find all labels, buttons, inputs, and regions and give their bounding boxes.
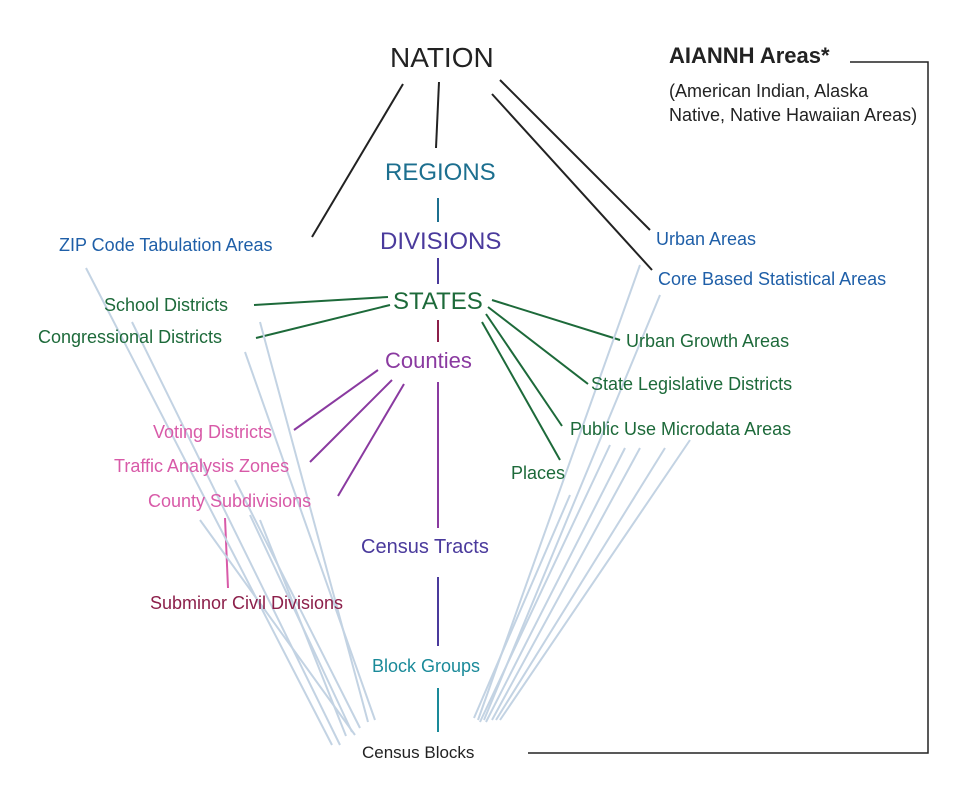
edge-counties-voting: [293, 369, 379, 431]
node-places: Places: [511, 463, 566, 483]
node-aiannh-title: AIANNH Areas*: [669, 43, 830, 68]
node-counties: Counties: [385, 348, 472, 373]
node-urban-growth-areas: Urban Growth Areas: [626, 331, 790, 351]
node-school-districts: School Districts: [104, 295, 229, 315]
edge-nation-cbsa: [491, 93, 653, 271]
node-cbsa: Core Based Statistical Areas: [658, 269, 887, 289]
edge-counties-cousub: [337, 383, 405, 497]
edge-states-places: [481, 321, 561, 461]
counties-connectors: [293, 369, 405, 497]
node-aiannh-note: (American Indian, Alaska Native, Native …: [669, 81, 918, 125]
node-congressional-districts: Congressional Districts: [38, 327, 223, 347]
edge-nation-urban-areas: [499, 79, 651, 231]
node-block-groups: Block Groups: [372, 656, 481, 676]
edge-aiannh-blocks: [528, 61, 929, 754]
edge-counties-taz: [309, 379, 393, 463]
node-traffic-analysis-zones: Traffic Analysis Zones: [114, 456, 290, 476]
node-census-blocks: Census Blocks: [362, 743, 475, 762]
node-puma: Public Use Microdata Areas: [570, 419, 792, 439]
node-state-legislative-districts: State Legislative Districts: [591, 374, 793, 394]
edge-states-puma: [485, 313, 563, 427]
node-county-subdivisions: County Subdivisions: [148, 491, 312, 511]
node-voting-districts: Voting Districts: [153, 422, 273, 442]
block-connectors: [85, 264, 691, 746]
edge-states-congressional: [255, 304, 391, 339]
node-nation: NATION: [390, 42, 494, 73]
nation-connectors: [311, 79, 653, 271]
node-census-tracts: Census Tracts: [361, 536, 489, 558]
node-zcta: ZIP Code Tabulation Areas: [59, 235, 273, 255]
node-subminor-civil-divisions: Subminor Civil Divisions: [150, 593, 344, 613]
edge-cousub-subminor: [224, 517, 229, 589]
node-states: STATES: [393, 288, 483, 315]
edge-states-uga: [491, 299, 621, 341]
edge-states-sld: [487, 306, 589, 385]
edge-states-school: [253, 296, 389, 306]
node-divisions: DIVISIONS: [380, 228, 502, 255]
edge-nation-regions: [435, 81, 440, 149]
states-connectors: [253, 296, 621, 461]
node-regions: REGIONS: [385, 159, 496, 186]
node-urban-areas: Urban Areas: [656, 229, 757, 249]
edge-nation-zcta: [311, 83, 404, 238]
